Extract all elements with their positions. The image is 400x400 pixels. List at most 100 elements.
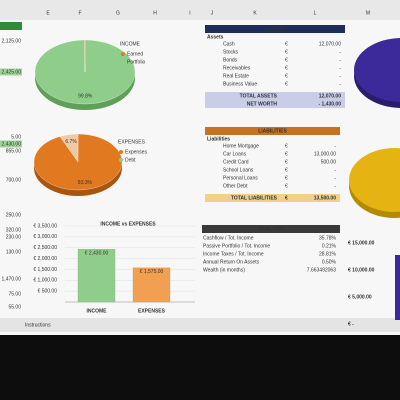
row-label: Bonds [223, 57, 238, 63]
total-label: TOTAL LIABILITIES [231, 195, 278, 201]
column-header-bar [0, 0, 400, 20]
currency: € [285, 49, 288, 55]
row-label: Business Value [223, 81, 257, 87]
currency: € [285, 175, 288, 181]
total-amount: 12,070.00 [319, 93, 341, 99]
legend-item: Earned [127, 51, 143, 57]
column-header: I [189, 10, 190, 16]
currency: € [285, 143, 288, 149]
highlight-cell [0, 140, 22, 148]
row-amount: - [334, 183, 336, 189]
row-value: 2,430.00 [2, 141, 22, 147]
column-header: E [46, 10, 50, 16]
row-label: Personal Loans [223, 175, 258, 181]
row-value: 55.00 [8, 304, 21, 310]
x-tick-label: INCOME [87, 308, 108, 314]
currency: € [285, 65, 288, 71]
bar-value-label: € 1,575.00 [140, 269, 164, 275]
legend-title: EXPENSES [118, 139, 146, 145]
yellow-pie [349, 148, 400, 212]
legend-title: INCOME [120, 41, 141, 47]
pie-label: 93.3% [78, 180, 93, 186]
right-axis-label: € 15,000.00 [348, 240, 375, 246]
y-tick-label: € 3,000.00 [33, 234, 57, 240]
column-header: F [78, 10, 81, 16]
row-label: Home Mortgage [223, 143, 259, 149]
purple-bar [395, 255, 400, 320]
analysis-value: 35.78% [319, 235, 337, 241]
highlight-cell [0, 68, 22, 76]
right-axis-label: € 5,000.00 [348, 294, 372, 300]
currency: € [285, 73, 288, 79]
y-tick-label: € 1,500.00 [33, 267, 57, 273]
pie-label: 99.8% [78, 93, 93, 99]
row-value: 2,425.00 [2, 69, 22, 75]
row-amount: - [334, 167, 336, 173]
column-header: J [211, 10, 214, 16]
row-value: 130.00 [6, 249, 22, 255]
row-amount: - [334, 175, 336, 181]
row-amount: 500.00 [321, 159, 337, 165]
bar [132, 267, 171, 303]
currency: € [285, 159, 288, 165]
currency: € [285, 57, 288, 63]
row-value: 320.00 [6, 227, 22, 233]
analysis-value: 7.663492063 [307, 267, 336, 273]
table-header: ASSETS [265, 26, 286, 32]
analysis-value: 0.21% [322, 243, 337, 249]
legend-item: Portfolio [127, 59, 146, 65]
analysis-label: Annual Return On Assets [203, 259, 260, 265]
row-amount: - [339, 81, 341, 87]
column-header: G [116, 10, 120, 16]
y-tick-label: € 500.00 [38, 288, 58, 294]
legend-dot [121, 52, 125, 56]
table-header: LIABILITIES [258, 128, 287, 134]
table-header-bg [205, 127, 340, 135]
row-amount: 13,000.00 [314, 151, 336, 157]
row-value: 230.00 [6, 234, 22, 240]
bar-chart-title: INCOME vs EXPENSES [100, 221, 156, 227]
bar [77, 249, 116, 303]
row-label: Car Loans [223, 151, 247, 157]
legend-dot [119, 158, 123, 162]
row-amount: - [339, 57, 341, 63]
right-axis-label: € - [348, 321, 354, 327]
row-label: Other Debt [223, 183, 248, 189]
total-label: NET WORTH [247, 101, 278, 107]
currency: € [285, 167, 288, 173]
y-tick-label: € 2,500.00 [33, 245, 57, 251]
row-amount: - [334, 143, 336, 149]
row-label: Credit Card [223, 159, 249, 165]
x-tick-label: EXPENSES [138, 308, 166, 314]
row-value: 855.00 [6, 148, 22, 154]
sheet-tab[interactable]: Instructions [25, 322, 51, 328]
row-value: 2,125.00 [2, 38, 22, 44]
analysis-value: 28.81% [319, 251, 337, 257]
row-label: Stocks [223, 49, 239, 55]
legend-dot [121, 60, 125, 64]
total-amount: - 1,430.00 [318, 101, 341, 107]
row-amount: - [339, 65, 341, 71]
total-bg [205, 92, 345, 100]
currency: € [285, 151, 288, 157]
total-bg [205, 194, 340, 202]
row-label: Receivables [223, 65, 251, 71]
analysis-label: Cashflow / Tot. Income [203, 235, 254, 241]
row-amount: - [339, 73, 341, 79]
currency: € [285, 183, 288, 189]
row-label: Real Estate [223, 73, 249, 79]
table-header-bg [202, 225, 340, 233]
table-subheader: Assets [207, 34, 224, 40]
row-value: 75.00 [8, 291, 21, 297]
row-label: Cash [223, 41, 235, 47]
y-tick-label: € 3,500.00 [33, 223, 57, 229]
analysis-label: Wealth (in months) [203, 267, 245, 273]
total-bg [205, 100, 345, 108]
right-axis-label: € 10,000.00 [348, 267, 375, 273]
content: E F G H I J K L M 2,125.00 2,425.00 5.002,430.00855… [0, 10, 375, 328]
analysis-value: 0.50% [322, 259, 337, 265]
row-value: 5.00 [11, 134, 21, 140]
row-amount: 12,070.00 [319, 41, 341, 47]
currency: € [285, 81, 288, 87]
column-header: H [153, 10, 157, 16]
